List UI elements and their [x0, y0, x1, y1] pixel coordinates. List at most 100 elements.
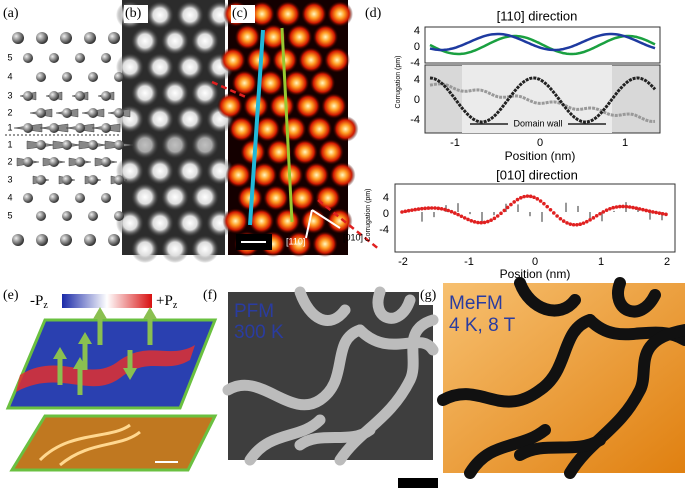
- dot: [581, 221, 586, 225]
- row-number: 3: [7, 90, 12, 100]
- dot: [420, 206, 424, 211]
- text: +P: [156, 293, 173, 309]
- dot: [598, 211, 602, 216]
- y-tick-label: 4: [383, 192, 389, 204]
- pfm-map: [5, 318, 218, 410]
- atom: [62, 211, 72, 221]
- dot: [618, 204, 622, 209]
- blob: [161, 79, 189, 107]
- dot: [525, 194, 530, 198]
- blob: [191, 183, 219, 211]
- atom: [84, 234, 96, 246]
- row-number: 2: [7, 156, 12, 166]
- x-tick-label: 1: [622, 137, 628, 149]
- dot: [627, 205, 632, 209]
- axes: [394, 183, 676, 253]
- dot: [416, 207, 421, 211]
- dot: [489, 218, 493, 223]
- y-axis-label: Corrugation (pm): [365, 189, 372, 242]
- blob: [269, 93, 295, 119]
- atom: [23, 193, 33, 203]
- blob: [176, 1, 204, 29]
- dot: [578, 222, 582, 227]
- pz-arrow-head: [73, 357, 87, 369]
- y-tick-label: -4: [410, 57, 420, 69]
- atom: [114, 175, 124, 185]
- atom: [101, 91, 111, 101]
- atom: [101, 53, 111, 63]
- row-number: 5: [7, 52, 12, 62]
- blob: [318, 139, 344, 165]
- blob: [312, 231, 338, 257]
- dot: [631, 205, 635, 210]
- dot: [400, 210, 404, 214]
- dot: [410, 208, 414, 212]
- domain: [612, 277, 661, 318]
- atom: [36, 234, 48, 246]
- plot-d: [110] direction Domain wall 4 0 -4 4 0 -4 -1 0 1 Po…: [365, 8, 676, 281]
- image-label: PFM: [234, 301, 274, 322]
- blob: [303, 162, 330, 188]
- atom: [114, 72, 124, 82]
- image-label: 4 K, 8 T: [449, 315, 516, 336]
- dot: [403, 209, 408, 214]
- blob: [146, 157, 174, 185]
- blob: [283, 70, 310, 96]
- dot: [561, 219, 566, 223]
- dot: [611, 205, 615, 210]
- blob: [254, 116, 281, 142]
- label-bg: [419, 287, 443, 305]
- domain: [372, 286, 416, 324]
- dot: [443, 207, 447, 212]
- atom: [108, 234, 120, 246]
- curve: [429, 76, 657, 124]
- dot: [462, 216, 467, 220]
- dot: [466, 217, 470, 222]
- dot: [651, 210, 655, 214]
- atom: [36, 108, 46, 118]
- domain: [354, 324, 439, 356]
- dot: [522, 194, 526, 199]
- dot: [558, 216, 563, 221]
- atom: [23, 91, 33, 101]
- atom: [114, 211, 124, 221]
- row-number: 1: [7, 139, 12, 149]
- atom: [75, 53, 85, 63]
- dot: [469, 218, 474, 223]
- y-tick-label: 0: [414, 41, 420, 53]
- row-number: 2: [7, 107, 12, 117]
- label-bg: [202, 287, 226, 305]
- atom: [88, 72, 98, 82]
- atom: [49, 123, 59, 133]
- blob: [289, 185, 315, 211]
- blob: [217, 93, 243, 119]
- atom: [114, 108, 124, 118]
- y-tick-label: 0: [383, 208, 389, 220]
- guide-line: [317, 199, 381, 251]
- blob: [176, 157, 204, 185]
- y-tick-label: -4: [379, 224, 389, 236]
- blob: [248, 208, 275, 234]
- dot: [413, 207, 418, 212]
- curve: [429, 32, 656, 52]
- atom: [75, 157, 85, 167]
- atom: [75, 193, 85, 203]
- x-tick-label: 1: [598, 256, 604, 268]
- dot: [535, 197, 540, 201]
- dot: [664, 212, 668, 217]
- atom: [36, 211, 46, 221]
- label-bg: [124, 5, 148, 23]
- atom: [49, 53, 59, 63]
- row-number: 4: [7, 71, 12, 81]
- blob: [191, 131, 219, 159]
- blob: [131, 79, 159, 107]
- blob: [312, 24, 339, 50]
- blob: [309, 70, 336, 96]
- blob: [146, 209, 174, 237]
- dot: [532, 195, 536, 200]
- dot: [509, 202, 513, 207]
- blob: [295, 93, 321, 119]
- blob: [306, 116, 333, 142]
- blob: [191, 79, 219, 107]
- atom: [114, 140, 124, 150]
